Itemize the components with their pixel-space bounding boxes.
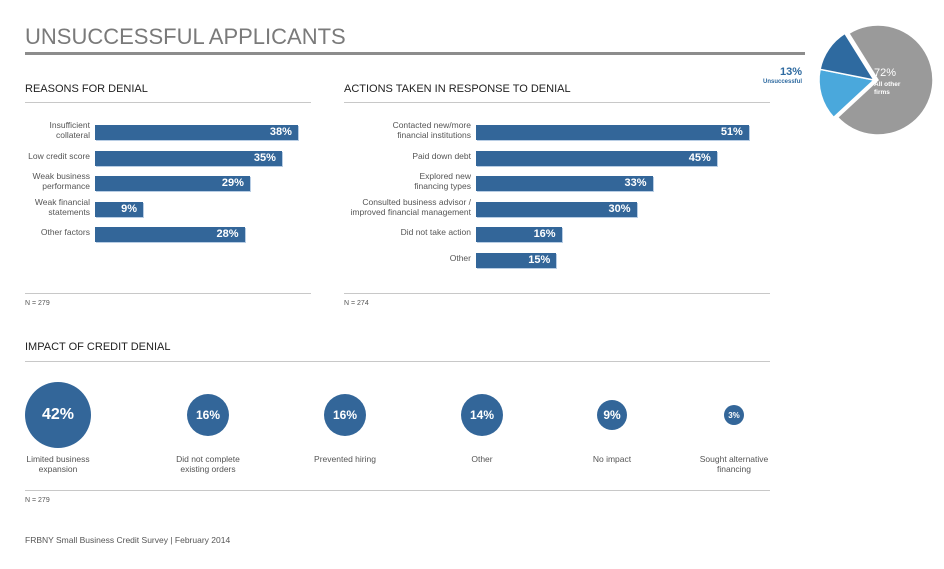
pie-label-unsuccessful-name: Unsuccessful	[763, 79, 802, 85]
title-divider	[25, 52, 805, 55]
bar: 29%	[95, 176, 250, 191]
bar-category-label: Insufficient collateral	[49, 120, 90, 140]
bar: 9%	[95, 201, 144, 217]
impact-category-label: Prevented hiring	[314, 454, 376, 464]
bar-value-label: 35%	[253, 151, 276, 164]
pie-label-unsuccessful-value: 13%	[780, 66, 802, 78]
bar-row: Other 15%	[330, 248, 780, 274]
bar-row: Did not take action 16%	[330, 222, 780, 248]
impact-category-label: Limited business expansion	[26, 454, 90, 474]
impact-bubble: 14%	[461, 394, 503, 436]
actions-divider	[344, 102, 770, 103]
bar-category-label: Other factors	[40, 227, 90, 237]
bar-value-label: 16%	[533, 228, 556, 240]
footer-source: FRBNY Small Business Credit Survey | Feb…	[25, 535, 231, 545]
bar-value-label: 38%	[269, 126, 292, 138]
bar: 35%	[95, 150, 282, 166]
bar-value-label: 30%	[608, 202, 631, 215]
reasons-sample-size: N = 279	[25, 300, 50, 307]
bar-row: Low credit score 35%	[0, 146, 320, 172]
impact-category-label: Sought alternative financing	[699, 454, 769, 474]
pie-label-other-value: 72%	[874, 67, 896, 79]
pie-slice-remaining	[818, 68, 876, 119]
bar-category-label: Other	[449, 252, 471, 263]
bar-category-label: Low credit score	[28, 150, 90, 161]
pie-slice-all-other-firms	[836, 24, 934, 136]
impact-category-label: Did not complete existing orders	[176, 454, 240, 474]
bar-value-label: 28%	[216, 228, 239, 240]
bar-row: Weak business performance 29%	[0, 171, 320, 197]
bar-row: Consulted business advisor / improved fin…	[330, 197, 780, 223]
bar: 15%	[476, 252, 557, 268]
reasons-section-title: REASONS FOR DENIAL	[25, 83, 148, 95]
impact-bubble-value: 9%	[603, 408, 621, 422]
bar-value-label: 15%	[528, 253, 551, 266]
bar-value-label: 33%	[624, 177, 647, 189]
bar-row: Contacted new/more financial institutions…	[330, 120, 780, 146]
actions-bottom-divider	[344, 293, 770, 294]
impact-bubble-chart: 42% Limited business expansion 16% Did not c…	[0, 370, 800, 485]
actions-bar-chart: Contacted new/more financial institutions…	[330, 120, 780, 290]
pie-label-other-name: All other	[874, 81, 901, 88]
impact-bubble: 9%	[597, 400, 627, 430]
bar: 38%	[95, 125, 298, 140]
impact-bubble-value: 16%	[195, 408, 221, 422]
bar-row: Explored new financing types 33%	[330, 171, 780, 197]
impact-sample-size: N = 279	[25, 497, 50, 504]
bar-value-label: 45%	[688, 151, 711, 164]
reasons-bar-chart: Insufficient collateral 38% Low credit scor…	[0, 120, 320, 290]
pie-slice-unsuccessful	[819, 32, 876, 82]
pie-chart: 72% All other firms 13% Unsuccessful	[763, 24, 934, 136]
bar-row: Weak financial statements 9%	[0, 197, 320, 223]
bar: 51%	[476, 125, 749, 140]
bar-row: Insufficient collateral 38%	[0, 120, 320, 146]
bar-category-label: Contacted new/more financial institutions	[392, 120, 471, 140]
impact-category-label: No impact	[592, 454, 632, 464]
bar-value-label: 9%	[121, 202, 138, 215]
bar-category-label: Explored new financing types	[414, 171, 471, 191]
bar-category-label: Consulted business advisor / improved fin…	[350, 196, 471, 217]
impact-divider	[25, 361, 770, 362]
actions-section-title: ACTIONS TAKEN IN RESPONSE TO DENIAL	[344, 83, 571, 95]
impact-bubble: 3%	[724, 405, 744, 425]
bar: 33%	[476, 176, 653, 191]
bar-category-label: Weak business performance	[32, 171, 90, 191]
impact-bubble: 16%	[324, 394, 366, 436]
page-title: UNSUCCESSFUL APPLICANTS	[25, 24, 346, 49]
bar-value-label: 51%	[720, 126, 743, 138]
impact-bubble-value: 3%	[728, 410, 740, 420]
impact-category-label: Other	[471, 454, 493, 464]
impact-bubble-value: 42%	[41, 406, 75, 423]
bar-category-label: Did not take action	[400, 227, 471, 237]
bar-value-label: 29%	[221, 177, 244, 189]
bar: 28%	[95, 227, 245, 242]
bar: 45%	[476, 150, 717, 166]
reasons-divider	[25, 102, 311, 103]
bar: 30%	[476, 201, 637, 217]
bar-category-label: Paid down debt	[412, 150, 471, 161]
impact-section-title: IMPACT OF CREDIT DENIAL	[25, 341, 171, 353]
reasons-bottom-divider	[25, 293, 311, 294]
impact-bubble: 16%	[187, 394, 229, 436]
pie-label-other-name-2: firms	[874, 89, 890, 96]
bar-row: Other factors 28%	[0, 222, 320, 248]
impact-bottom-divider	[25, 490, 770, 491]
actions-sample-size: N = 274	[344, 300, 369, 307]
impact-bubble-value: 14%	[469, 408, 495, 422]
bar: 16%	[476, 227, 562, 242]
impact-bubble: 42%	[25, 382, 91, 448]
bar-row: Paid down debt 45%	[330, 146, 780, 172]
bar-category-label: Weak financial statements	[34, 196, 90, 217]
impact-bubble-value: 16%	[332, 408, 358, 422]
